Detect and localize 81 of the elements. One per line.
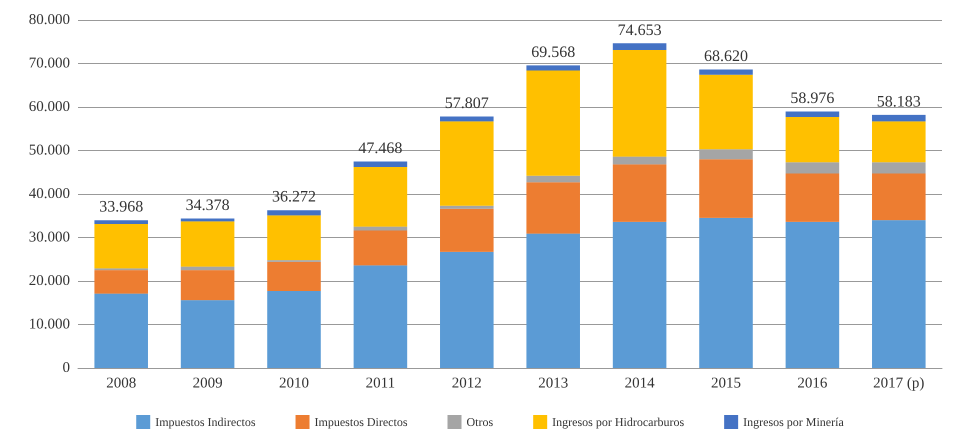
bar [267,262,321,292]
total-label: 34.378 [186,196,230,214]
x-tick-label: 2009 [192,376,223,392]
y-tick-label: 50.000 [28,142,70,158]
bar [699,70,753,75]
bar [526,234,580,368]
x-tick-label: 2011 [366,376,396,392]
y-tick-label: 10.000 [28,316,70,332]
x-tick-label: 2013 [538,376,568,392]
legend-label: Otros [466,415,494,429]
y-tick-label: 40.000 [28,186,70,202]
bar [440,116,494,122]
legend-label: Impuestos Indirectos [155,415,256,429]
x-tick-label: 2012 [452,376,482,392]
bar [786,222,840,368]
bar [94,270,148,294]
bar [699,218,753,368]
bar [786,162,840,174]
total-label: 74.653 [618,22,662,39]
y-tick-label: 60.000 [28,99,70,115]
total-label: 58.183 [876,93,921,110]
bar [267,291,321,368]
bar [180,300,234,368]
x-tick-label: 2016 [797,376,828,392]
bar [786,174,840,222]
x-tick-label: 2015 [711,376,741,392]
bar [354,162,408,168]
bar [786,117,840,162]
bar [354,226,408,231]
bar [699,159,753,218]
x-tick-label: 2014 [624,376,656,392]
bar [354,230,408,266]
bar [872,174,926,220]
bar [526,70,580,176]
bar [354,167,408,227]
y-tick-label: 20.000 [28,273,70,289]
bar [612,222,666,368]
total-label: 47.468 [358,140,402,158]
y-tick-label: 70.000 [28,56,70,72]
bar [612,164,666,222]
total-label: 57.807 [444,95,489,112]
y-tick-label: 30.000 [28,230,70,246]
bar [180,221,234,267]
bar [440,208,494,252]
bar [94,294,148,368]
bar [267,210,321,216]
bar [699,74,753,150]
bar [526,176,580,182]
bar [612,50,666,157]
y-tick-label: 80.000 [28,12,70,28]
total-label: 69.568 [531,44,576,61]
bar [440,121,494,206]
bar [612,43,666,50]
legend-label: Ingresos por Hidrocarburos [552,415,684,429]
bar [94,220,148,224]
bar [872,114,926,122]
x-tick-label: 2008 [106,376,136,392]
legend-label: Ingresos por Minería [743,415,844,429]
bar [872,121,926,162]
bar [267,215,321,260]
legend-label: Impuestos Directos [314,415,408,429]
bar [526,182,580,234]
bar [526,65,580,70]
y-tick-label: 0 [62,360,70,376]
bar [786,111,840,118]
x-tick-label: 2010 [279,376,309,392]
bar [872,220,926,368]
bar [94,224,148,268]
total-label: 58.976 [790,90,834,107]
total-label: 33.968 [99,198,144,216]
bar [180,218,234,222]
bar [440,252,494,368]
bar [180,270,234,300]
bar [440,206,494,209]
bar [180,266,234,270]
bar [354,265,408,368]
total-label: 36.272 [272,188,316,206]
bar [872,162,926,174]
total-label: 68.620 [704,48,748,66]
bar [612,156,666,164]
x-tick-label: 2017 (p) [873,376,924,392]
